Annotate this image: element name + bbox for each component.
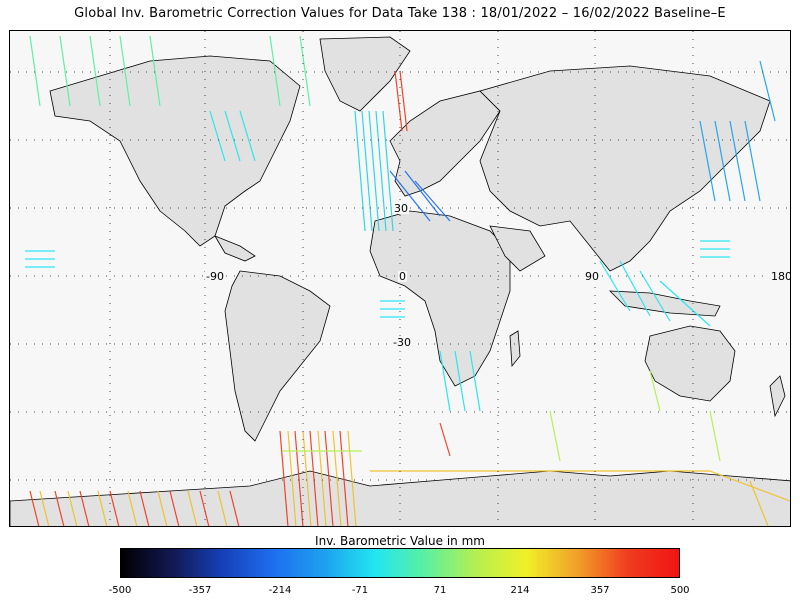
page-title: Global Inv. Barometric Correction Values… bbox=[74, 6, 726, 21]
new-zealand-land bbox=[769, 375, 786, 418]
madagascar-land bbox=[509, 330, 521, 368]
track-arctic bbox=[29, 35, 311, 107]
lon-label-180: 180 bbox=[770, 270, 791, 283]
colorbar-tick-label: -500 bbox=[108, 585, 132, 596]
map-canvas bbox=[10, 31, 790, 526]
colorbar-title: Inv. Barometric Value in mm bbox=[315, 534, 485, 548]
world-map: 30 0 -30 -90 0 90 180 bbox=[9, 30, 791, 527]
track-north-atlantic bbox=[354, 110, 394, 232]
data-tracks bbox=[25, 35, 790, 526]
colorbar-tick-label: 500 bbox=[670, 585, 690, 596]
colorbar-tick-label: 214 bbox=[510, 585, 530, 596]
greenland-land bbox=[319, 36, 411, 112]
colorbar bbox=[120, 548, 680, 578]
track-southern-ocean-hot bbox=[29, 422, 451, 526]
colorbar-tick-label: -214 bbox=[268, 585, 292, 596]
australia-land bbox=[644, 325, 736, 402]
track-southern-ocean-warm bbox=[39, 430, 790, 526]
asia-land bbox=[479, 65, 771, 272]
colorbar-tick-label: -357 bbox=[188, 585, 212, 596]
lat-label-minus-30: -30 bbox=[392, 336, 412, 349]
colorbar-tick-label: 71 bbox=[433, 585, 447, 596]
colorbar-tick-label: 357 bbox=[590, 585, 610, 596]
lon-label-90: 90 bbox=[584, 270, 600, 283]
africa-land bbox=[369, 210, 511, 387]
south-america-land bbox=[224, 270, 331, 442]
central-america-land bbox=[214, 235, 256, 262]
lat-label-30: 30 bbox=[393, 202, 409, 215]
north-america-land bbox=[49, 55, 301, 247]
track-southern-ocean-mid bbox=[282, 370, 721, 462]
track-hudson-bay bbox=[209, 110, 256, 162]
lat-label-0: 0 bbox=[398, 270, 407, 283]
arabia-land bbox=[489, 225, 546, 272]
colorbar-tick-label: -71 bbox=[351, 585, 369, 596]
track-pacific-patches bbox=[25, 240, 730, 318]
track-north-atlantic-hot bbox=[394, 70, 408, 132]
lon-label-minus-90: -90 bbox=[205, 270, 225, 283]
europe-land bbox=[389, 90, 501, 197]
track-indonesia bbox=[599, 260, 711, 327]
track-south-africa bbox=[439, 350, 481, 412]
track-north-pacific bbox=[699, 60, 776, 202]
